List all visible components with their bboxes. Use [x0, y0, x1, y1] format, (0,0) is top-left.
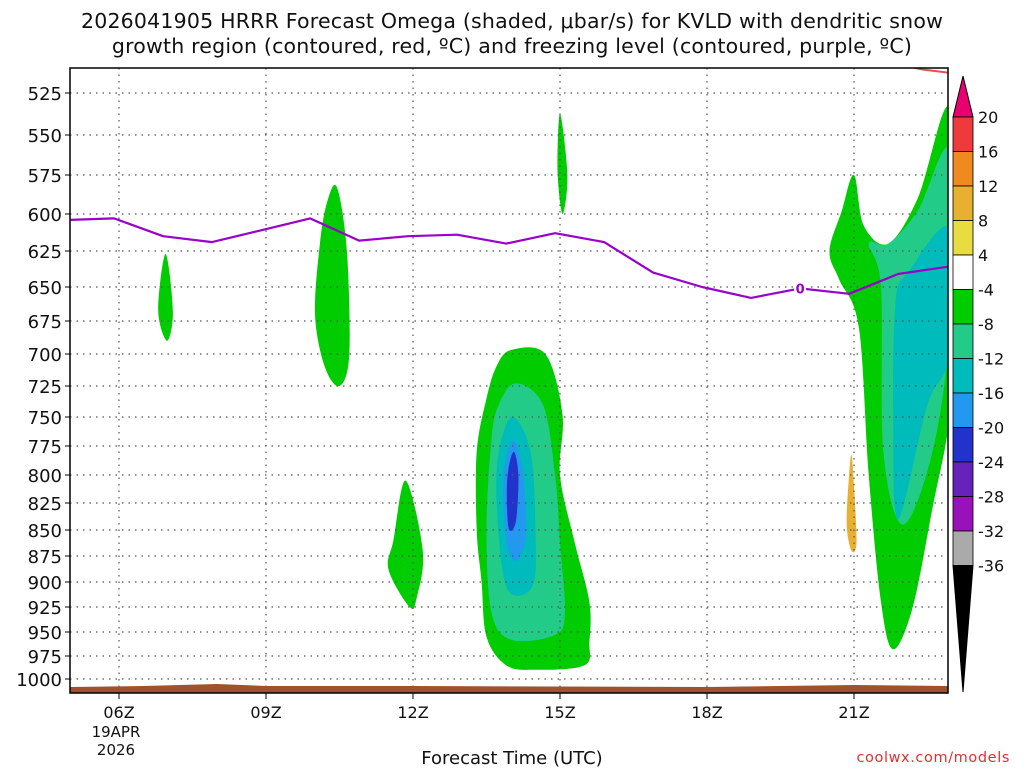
x-date-label: 19APR [92, 723, 141, 741]
colorbar: 20 16 12 8 4 -4 -8 -12 -16 -20 -24 -28 -32 -36 [952, 75, 1004, 693]
colorbar-swatch [952, 530, 974, 566]
colorbar-label: 16 [978, 143, 998, 162]
colorbar-swatch [952, 289, 974, 325]
colorbar-label: -4 [978, 281, 994, 300]
colorbar-label: -36 [978, 557, 1004, 576]
colorbar-label: -12 [978, 350, 1004, 369]
x-tick-label: 15Z [544, 703, 575, 722]
y-tick-label: 925 [28, 598, 62, 619]
colorbar-swatch [952, 461, 974, 497]
y-tick-label: 850 [28, 521, 62, 542]
omega-region [506, 451, 519, 532]
x-tick-label: 09Z [250, 703, 281, 722]
y-tick-label: 600 [28, 205, 62, 226]
colorbar-swatch [952, 151, 974, 187]
y-tick-label: 825 [28, 494, 62, 515]
omega-region [893, 226, 948, 520]
grid-lines [70, 68, 948, 693]
colorbar-swatch [952, 427, 974, 463]
colorbar-label: 8 [978, 212, 988, 231]
omega-region [494, 131, 521, 290]
y-tick-label: 800 [28, 466, 62, 487]
site-credit[interactable]: coolwx.com/models [856, 750, 1010, 766]
colorbar-label: -32 [978, 522, 1004, 541]
omega-region [314, 184, 350, 387]
y-tick-label: 650 [28, 278, 62, 299]
omega-region [158, 253, 173, 341]
x-year-label: 2026 [97, 741, 135, 759]
omega-shading [158, 106, 948, 670]
dgz-contour [910, 68, 948, 74]
y-tick-label: 900 [28, 573, 62, 594]
contour-lines: 0 [70, 68, 948, 299]
x-tick-label: 18Z [691, 703, 722, 722]
colorbar-label: -28 [978, 488, 1004, 507]
colorbar-label: 12 [978, 177, 998, 196]
terrain-bumps [70, 684, 948, 690]
omega-region [750, 414, 773, 501]
colorbar-label: -20 [978, 419, 1004, 438]
y-tick-label: 775 [28, 437, 62, 458]
y-tick-label: 575 [28, 166, 62, 187]
omega-region [944, 520, 948, 649]
y-tick-label: 625 [28, 242, 62, 263]
y-tick-label: 725 [28, 377, 62, 398]
y-tick-label: 700 [28, 345, 62, 366]
omega-region [789, 382, 862, 619]
colorbar-swatch [952, 358, 974, 394]
colorbar-label: -24 [978, 453, 1004, 472]
y-tick-label: 675 [28, 312, 62, 333]
colorbar-swatch [952, 185, 974, 221]
x-tick-label: 12Z [397, 703, 428, 722]
freezing-level-label: 0 [796, 282, 805, 297]
colorbar-label: -16 [978, 384, 1004, 403]
colorbar-label: -8 [978, 315, 994, 334]
y-tick-label: 550 [28, 126, 62, 147]
y-axis: 525 550 575 600 625 650 675 700 725 750 775 800 825 8… [16, 84, 70, 691]
y-tick-label: 525 [28, 84, 62, 105]
y-tick-label: 750 [28, 408, 62, 429]
chart-title-line-2: growth region (contoured, red, ºC) and f… [111, 34, 913, 58]
y-tick-label: 975 [28, 647, 62, 668]
x-axis-title: Forecast Time (UTC) [421, 748, 603, 769]
freezing-label-bg [794, 280, 807, 296]
omega-region [846, 455, 857, 553]
colorbar-top-arrow [952, 75, 974, 118]
colorbar-label: 20 [978, 108, 998, 127]
x-tick-label: 21Z [838, 703, 869, 722]
chart-title-line-1: 2026041905 HRRR Forecast Omega (shaded, … [80, 9, 944, 33]
colorbar-swatch [952, 254, 974, 290]
plot-frame [69, 67, 949, 694]
omega-region [387, 480, 424, 609]
colorbar-swatch [952, 496, 974, 532]
y-tick-label: 875 [28, 547, 62, 568]
colorbar-swatch [952, 392, 974, 428]
colorbar-label: 4 [978, 246, 988, 265]
colorbar-swatch [952, 220, 974, 256]
omega-region [557, 113, 568, 215]
colorbar-swatch [952, 323, 974, 359]
colorbar-bottom-arrow [952, 565, 974, 693]
colorbar-swatch [952, 116, 974, 152]
y-tick-label: 1000 [16, 670, 62, 691]
x-tick-label: 06Z [103, 703, 134, 722]
y-tick-label: 950 [28, 623, 62, 644]
omega-region [452, 569, 470, 634]
